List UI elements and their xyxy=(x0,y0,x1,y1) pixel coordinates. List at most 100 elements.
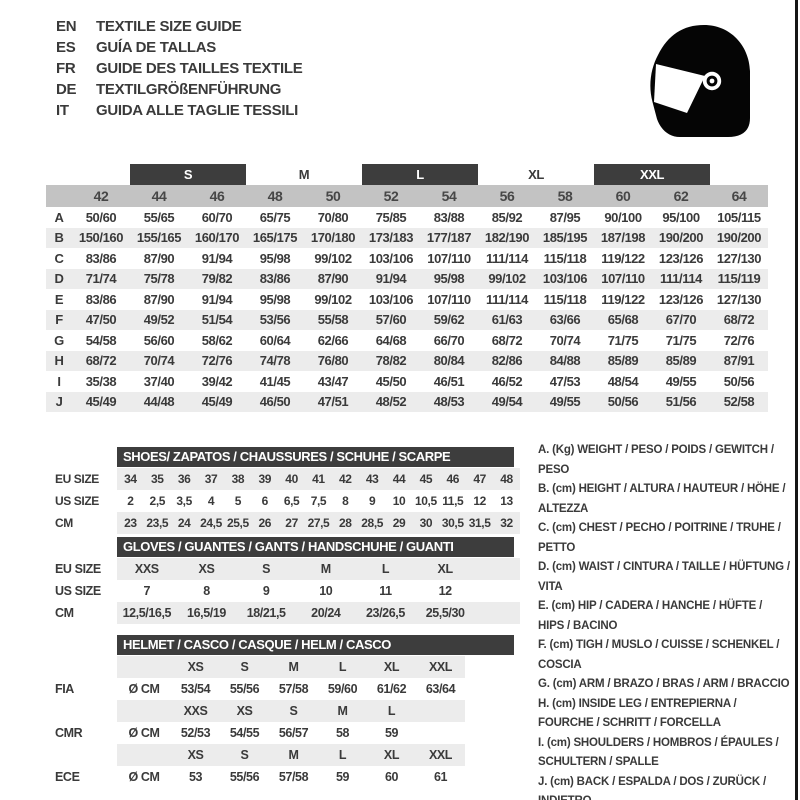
language-row: FR GUIDE DES TAILLES TEXTILE xyxy=(56,60,303,81)
measurement-cell: 70/74 xyxy=(130,350,188,371)
measurement-cell: 49/54 xyxy=(478,391,536,412)
shoes-cell: 42 xyxy=(331,468,359,490)
measurement-cell: 190/200 xyxy=(710,227,768,248)
measurement-cell: 87/95 xyxy=(549,209,581,225)
measurement-cell: 177/187 xyxy=(420,227,478,248)
measurement-cell: 190/200 xyxy=(652,227,710,248)
standard-label xyxy=(55,656,117,678)
row-letter: F xyxy=(46,309,72,330)
gloves-cell: 8 xyxy=(203,584,210,598)
size-number-row: 42 44 46 48 50 52 54 56 58 60 62 64 xyxy=(46,185,768,207)
language-code: IT xyxy=(56,102,69,119)
helmet-cell: XS xyxy=(171,744,220,766)
shoes-cell: 23,5 xyxy=(143,512,171,534)
helmet-cell: L xyxy=(367,700,416,722)
measurement-cell: 170/180 xyxy=(304,227,362,248)
row-letter: C xyxy=(54,250,64,266)
measurement-cell: 47/53 xyxy=(549,373,581,389)
size-number: 64 xyxy=(710,185,768,207)
helmet-sizes-row: XS S M L XL XXL xyxy=(55,656,520,678)
measurement-row: J 45/49 44/48 45/49 46/50 47/51 48/52 48/53 49/5… xyxy=(46,391,768,412)
measurement-cell: 65/68 xyxy=(594,309,652,330)
gloves-header: GLOVES / GUANTES / GANTS / HANDSCHUHE / … xyxy=(117,537,514,557)
language-title: GUIDA ALLE TAGLIE TESSILI xyxy=(96,102,298,119)
measurement-cell: 48/52 xyxy=(362,391,420,412)
measurement-cell: 58/62 xyxy=(201,332,233,348)
diameter-label: Ø CM xyxy=(128,770,160,784)
helmet-cell: XS xyxy=(171,656,220,678)
measurement-cell: 37/40 xyxy=(143,373,175,389)
measurement-cell: 78/82 xyxy=(362,350,420,371)
helmet-cell: M xyxy=(269,656,318,678)
standard-label: ECE xyxy=(55,766,117,788)
measurement-cell: 63/66 xyxy=(536,309,594,330)
shoes-cell: 24,5 xyxy=(197,512,225,534)
measurement-cell: 60/64 xyxy=(259,332,291,348)
measurement-row: B 150/160 155/165 160/170 165/175 170/180 173/… xyxy=(46,227,768,248)
measurement-cell: 49/52 xyxy=(130,309,188,330)
shoes-cell: 36 xyxy=(170,468,198,490)
measurement-cell: 85/89 xyxy=(594,350,652,371)
page-right-border-line xyxy=(795,0,798,800)
measurement-row: A 50/60 55/65 60/70 65/75 70/80 75/85 83/88 85/9… xyxy=(46,207,768,228)
helmet-cell: 63/64 xyxy=(425,682,456,696)
measurement-cell: 85/92 xyxy=(491,209,523,225)
measurement-cell: 45/49 xyxy=(72,391,130,412)
measurement-cell: 61/63 xyxy=(478,309,536,330)
gloves-cell: S xyxy=(236,558,296,580)
row-letter: H xyxy=(46,350,72,371)
legend-item: B. (cm) HEIGHT / ALTURA / HAUTEUR / HÖHE… xyxy=(538,483,786,515)
pad-cell xyxy=(475,558,520,580)
shoes-cell: 32 xyxy=(493,512,520,534)
measurement-row: F 47/50 49/52 51/54 53/56 55/58 57/60 59/62 61/6… xyxy=(46,309,768,330)
size-number: 42 xyxy=(72,185,130,207)
legend-item: C. (cm) CHEST / PECHO / POITRINE / TRUHE… xyxy=(538,522,781,554)
gloves-cell: 12 xyxy=(438,584,453,598)
measurement-cell: 50/56 xyxy=(594,391,652,412)
measurement-cell: 70/74 xyxy=(549,332,581,348)
measurement-cell: 107/110 xyxy=(427,250,471,266)
language-row: EN TEXTILE SIZE GUIDE xyxy=(56,18,302,39)
measurement-cell: 87/90 xyxy=(304,268,362,289)
measurement-cell: 119/122 xyxy=(601,291,645,307)
shoes-cell: 27,5 xyxy=(305,512,332,534)
measurement-cell: 47/50 xyxy=(72,309,130,330)
size-group-label: M xyxy=(298,167,310,182)
measurement-cell: 107/110 xyxy=(594,268,652,289)
helmet-cell: 61 xyxy=(433,770,448,784)
size-number: 54 xyxy=(420,185,478,207)
measurement-cell: 59/62 xyxy=(420,309,478,330)
gloves-cell: M xyxy=(295,558,356,580)
measurement-cell: 115/118 xyxy=(543,291,587,307)
standard-label: CMR xyxy=(55,722,117,744)
gloves-cell: 12,5/16,5 xyxy=(117,602,177,624)
size-group-label: XL xyxy=(528,167,544,182)
measurement-cell: 49/55 xyxy=(665,373,697,389)
gloves-cell: 16,5/19 xyxy=(176,602,237,624)
shoes-cell: 7,5 xyxy=(310,494,327,508)
shoes-cell: 43 xyxy=(358,468,386,490)
language-code: ES xyxy=(56,39,76,56)
measurement-cell: 91/94 xyxy=(201,291,233,307)
standard-label xyxy=(55,700,117,722)
helmet-cell: S xyxy=(269,700,318,722)
measurement-row: E 83/86 87/90 91/94 95/98 99/102 103/106 107/11… xyxy=(46,289,768,310)
helmet-cell: L xyxy=(318,656,367,678)
measurement-cell: 87/91 xyxy=(710,350,768,371)
helmet-cell: S xyxy=(220,656,269,678)
gloves-cm-row: CM 12,5/16,5 16,5/19 18/21,5 20/24 23/26,5 25,… xyxy=(55,602,520,624)
measurement-cell: 95/100 xyxy=(662,209,700,225)
size-number: 62 xyxy=(652,185,710,207)
helmet-header: HELMET / CASCO / CASQUE / HELM / CASCO xyxy=(117,635,514,655)
legend-item: F. (cm) TIGH / MUSLO / CUISSE / SCHENKEL… xyxy=(538,639,780,671)
gloves-cell: 18/21,5 xyxy=(236,602,296,624)
measurement-cell: 150/160 xyxy=(72,227,130,248)
measurement-cell: 103/106 xyxy=(368,250,414,266)
helmet-values-row: CMR Ø CM 52/53 54/55 56/57 58 59 xyxy=(55,722,520,744)
gloves-cell: 25,5/30 xyxy=(415,602,475,624)
measurement-legend: A. (Kg) WEIGHT / PESO / POIDS / GEWITCH … xyxy=(538,441,791,800)
helmet-values-row: FIA Ø CM 53/54 55/56 57/58 59/60 61/62 63/64 xyxy=(55,678,520,700)
measurement-cell: 123/126 xyxy=(658,291,704,307)
measurement-cell: 103/106 xyxy=(368,291,414,307)
measurement-cell: 51/56 xyxy=(652,391,710,412)
